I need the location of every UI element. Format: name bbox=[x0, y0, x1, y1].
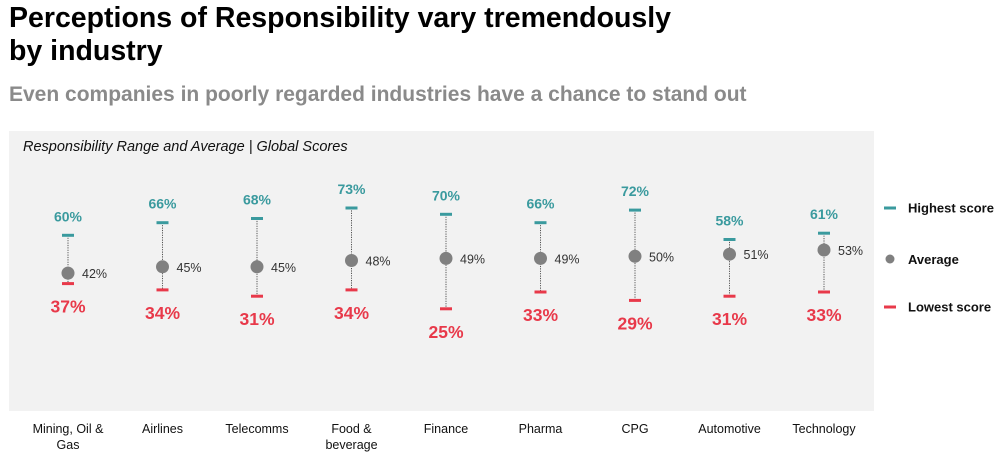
low-value-label: 31% bbox=[712, 309, 747, 329]
page-subtitle: Even companies in poorly regarded indust… bbox=[9, 83, 747, 106]
high-value-label: 60% bbox=[54, 208, 83, 224]
low-value-label: 37% bbox=[50, 297, 85, 317]
average-marker bbox=[723, 247, 736, 261]
category-label: Food & bbox=[331, 422, 372, 436]
high-value-label: 66% bbox=[148, 196, 177, 212]
legend-high-label: Highest score bbox=[908, 201, 994, 216]
category-label: Telecomms bbox=[225, 422, 288, 436]
category-label: Automotive bbox=[698, 422, 761, 436]
category-label: Pharma bbox=[519, 422, 563, 436]
low-value-label: 33% bbox=[523, 305, 558, 325]
average-marker bbox=[250, 260, 264, 274]
average-marker bbox=[156, 260, 169, 274]
average-value-label: 50% bbox=[649, 250, 674, 264]
legend-low-label: Lowest score bbox=[908, 300, 991, 315]
category-label: Technology bbox=[792, 422, 856, 436]
average-marker bbox=[628, 249, 642, 263]
average-marker bbox=[817, 243, 831, 257]
average-value-label: 49% bbox=[460, 252, 485, 266]
average-value-label: 48% bbox=[366, 255, 391, 269]
high-value-label: 66% bbox=[526, 196, 555, 212]
high-value-label: 72% bbox=[621, 183, 650, 199]
category-label: Mining, Oil & bbox=[33, 422, 105, 436]
high-value-label: 58% bbox=[715, 213, 744, 229]
average-marker bbox=[61, 266, 75, 280]
category-label: Airlines bbox=[142, 422, 183, 436]
average-value-label: 45% bbox=[271, 261, 296, 275]
average-value-label: 42% bbox=[82, 267, 107, 281]
low-value-label: 29% bbox=[617, 313, 652, 333]
chart-subtitle: Responsibility Range and Average | Globa… bbox=[23, 139, 348, 155]
average-value-label: 49% bbox=[555, 252, 580, 266]
average-value-label: 51% bbox=[744, 248, 769, 262]
category-label: Gas bbox=[57, 438, 80, 452]
legend-average-swatch bbox=[885, 254, 895, 264]
average-value-label: 53% bbox=[838, 244, 863, 258]
average-marker bbox=[534, 251, 547, 265]
high-value-label: 61% bbox=[810, 206, 839, 222]
category-label: CPG bbox=[621, 422, 648, 436]
chart-panel bbox=[9, 131, 874, 411]
average-marker bbox=[345, 254, 358, 267]
category-label: Finance bbox=[424, 422, 469, 436]
low-value-label: 34% bbox=[334, 303, 369, 323]
high-value-label: 68% bbox=[243, 192, 272, 208]
average-marker bbox=[439, 251, 453, 265]
low-value-label: 31% bbox=[239, 309, 274, 329]
low-value-label: 33% bbox=[806, 305, 841, 325]
category-label: beverage bbox=[325, 438, 377, 452]
high-value-label: 73% bbox=[337, 181, 366, 197]
high-value-label: 70% bbox=[432, 187, 461, 203]
average-value-label: 45% bbox=[177, 261, 202, 275]
low-value-label: 34% bbox=[145, 303, 180, 323]
legend-average-label: Average bbox=[908, 252, 959, 267]
low-value-label: 25% bbox=[428, 322, 463, 342]
page-title: Perceptions of Responsibility vary treme… bbox=[9, 2, 672, 67]
